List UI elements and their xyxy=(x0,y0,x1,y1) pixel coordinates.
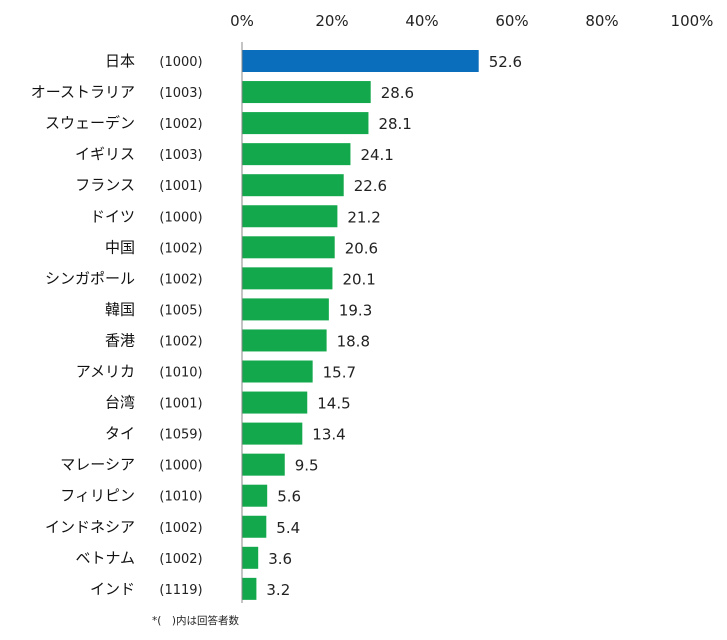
bar xyxy=(242,236,335,259)
bar xyxy=(242,546,259,569)
respondent-count: (1010) xyxy=(159,366,202,381)
value-label: 20.1 xyxy=(342,270,375,288)
category-label: 香港 xyxy=(105,331,135,349)
category-label: ドイツ xyxy=(90,207,135,225)
value-label: 22.6 xyxy=(354,177,387,195)
respondent-count: (1002) xyxy=(159,521,202,536)
respondent-count: (1002) xyxy=(159,241,202,256)
x-tick-label: 0% xyxy=(230,12,254,30)
bar xyxy=(242,577,257,600)
x-tick-label: 100% xyxy=(671,12,714,30)
bars xyxy=(242,50,479,600)
footnote: *( )内は回答者数 xyxy=(152,614,239,627)
respondent-count: (1119) xyxy=(159,583,202,598)
bar xyxy=(242,298,329,321)
value-label: 28.6 xyxy=(381,84,414,102)
category-label: 台湾 xyxy=(105,394,135,412)
bar xyxy=(242,81,371,104)
x-tick-label: 40% xyxy=(405,12,438,30)
bar xyxy=(242,267,333,290)
value-label: 24.1 xyxy=(360,146,393,164)
value-label: 19.3 xyxy=(339,301,372,319)
respondent-labels: (1000) (1003) (1002) (1003) (1001) (1000) (100… xyxy=(159,55,202,598)
respondent-count: (1059) xyxy=(159,428,202,443)
x-tick-label: 80% xyxy=(585,12,618,30)
bar xyxy=(242,112,369,135)
respondent-count: (1003) xyxy=(159,148,202,163)
category-label: インドネシア xyxy=(45,518,135,536)
category-label: アメリカ xyxy=(76,363,135,381)
respondent-count: (1000) xyxy=(159,459,202,474)
value-label: 18.8 xyxy=(337,332,370,350)
respondent-count: (1000) xyxy=(159,55,202,70)
category-label: マレーシア xyxy=(60,456,135,474)
value-label: 52.6 xyxy=(489,53,522,71)
x-tick-label: 60% xyxy=(495,12,528,30)
x-axis-ticks: 0% 20% 40% 60% 80% 100% xyxy=(230,12,713,30)
bar xyxy=(242,391,308,414)
bar xyxy=(242,205,338,228)
bar xyxy=(242,174,344,197)
category-label: フィリピン xyxy=(60,487,135,505)
value-label: 28.1 xyxy=(378,115,411,133)
value-label: 9.5 xyxy=(295,457,319,475)
value-label: 3.2 xyxy=(266,581,290,599)
respondent-count: (1002) xyxy=(159,334,202,349)
bar xyxy=(242,422,303,445)
respondent-count: (1005) xyxy=(159,303,202,318)
respondent-count: (1001) xyxy=(159,397,202,412)
bar xyxy=(242,329,327,352)
respondent-count: (1002) xyxy=(159,117,202,132)
value-label: 3.6 xyxy=(268,550,292,568)
respondent-count: (1010) xyxy=(159,490,202,505)
respondent-count: (1003) xyxy=(159,86,202,101)
value-labels: 52.6 28.6 28.1 24.1 22.6 21.2 20.6 20.1 19.3 18.8… xyxy=(266,53,522,599)
category-label: 韓国 xyxy=(105,300,135,318)
bar xyxy=(242,484,268,507)
respondent-count: (1002) xyxy=(159,272,202,287)
value-label: 14.5 xyxy=(317,395,350,413)
bar xyxy=(242,360,313,383)
value-label: 15.7 xyxy=(323,364,356,382)
respondent-count: (1002) xyxy=(159,552,202,567)
category-label: 中国 xyxy=(105,238,135,256)
category-label: 日本 xyxy=(105,52,135,70)
category-label: イギリス xyxy=(75,145,135,163)
bar xyxy=(242,515,267,538)
bar xyxy=(242,453,285,476)
category-label: ベトナム xyxy=(75,549,135,567)
value-label: 5.6 xyxy=(277,488,301,506)
category-label: タイ xyxy=(105,425,135,443)
value-label: 21.2 xyxy=(347,208,380,226)
bar xyxy=(242,143,351,166)
value-label: 13.4 xyxy=(312,426,345,444)
value-label: 5.4 xyxy=(276,519,300,537)
category-labels: 日本オーストラリアスウェーデンイギリスフランスドイツ中国シンガポール韓国香港アメ… xyxy=(31,52,135,598)
x-tick-label: 20% xyxy=(315,12,348,30)
respondent-count: (1001) xyxy=(159,179,202,194)
category-label: フランス xyxy=(75,176,135,194)
category-label: インド xyxy=(90,580,135,598)
bar xyxy=(242,50,479,72)
category-label: スウェーデン xyxy=(45,114,135,132)
respondent-count: (1000) xyxy=(159,210,202,225)
category-label: オーストラリア xyxy=(31,83,135,101)
value-label: 20.6 xyxy=(345,239,378,257)
category-label: シンガポール xyxy=(45,269,135,287)
